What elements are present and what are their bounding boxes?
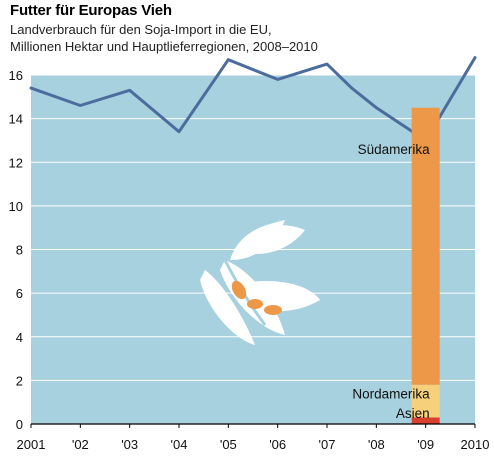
y-axis-ticks: 0 2 4 6 8 10 12 14 16	[9, 68, 23, 432]
x-tick-label-8: '09	[417, 437, 434, 452]
x-tick-label-1: '02	[72, 437, 89, 452]
x-tick-label-9: 2010	[461, 437, 490, 452]
bar-label-asien: Asien	[396, 406, 430, 421]
bar-label-nordamerika: Nordamerika	[352, 386, 430, 401]
y-tick-label-10: 10	[9, 199, 23, 214]
bar-label-südamerika: Südamerika	[358, 142, 431, 157]
y-tick-label-14: 14	[9, 112, 23, 127]
chart-title: Futter für Europas Vieh	[10, 2, 172, 19]
x-tick-label-2: '03	[121, 437, 138, 452]
bar-segment-asien	[411, 417, 440, 424]
subtitle-line-2: Millionen Hektar und Hauptlieferregionen…	[10, 39, 318, 54]
bar-segment-südamerika	[411, 107, 440, 385]
x-tick-label-6: '07	[319, 437, 336, 452]
y-tick-label-0: 0	[16, 417, 23, 432]
x-tick-label-3: '04	[171, 437, 188, 452]
x-tick-label-5: '06	[269, 437, 286, 452]
bar-segment-nordamerika	[411, 384, 440, 418]
stacked-bar-2009: Asien Nordamerika Südamerika	[352, 107, 440, 424]
subtitle-line-1: Landverbrauch für den Soja-Import in die…	[10, 22, 272, 37]
x-axis-ticks: 2001 '02 '03 '04 '05 '06 '07 '08 '09 2010	[17, 424, 490, 452]
soybean-plant-icon	[200, 220, 320, 345]
y-tick-label-12: 12	[9, 155, 23, 170]
y-tick-label-16: 16	[9, 68, 23, 83]
series-line	[29, 56, 477, 142]
x-tick-label-0: 2001	[17, 437, 46, 452]
y-tick-label-6: 6	[16, 286, 23, 301]
x-tick-label-7: '08	[368, 437, 385, 452]
y-tick-label-2: 2	[16, 373, 23, 388]
chart-subtitle: Landverbrauch für den Soja-Import in die…	[10, 21, 480, 55]
y-tick-label-8: 8	[16, 243, 23, 258]
x-tick-label-4: '05	[220, 437, 237, 452]
y-tick-label-4: 4	[16, 330, 23, 345]
